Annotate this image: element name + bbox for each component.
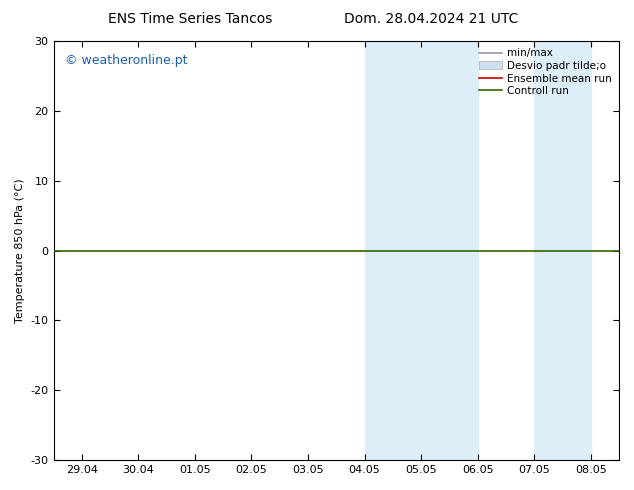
Bar [534,41,562,460]
Y-axis label: Temperature 850 hPa (°C): Temperature 850 hPa (°C) [15,178,25,323]
Legend: min/max, Desvio padr tilde;o, Ensemble mean run, Controll run: min/max, Desvio padr tilde;o, Ensemble m… [477,46,614,98]
Text: ENS Time Series Tancos: ENS Time Series Tancos [108,12,273,26]
Bar [562,41,591,460]
Bar [365,41,421,460]
Text: © weatheronline.pt: © weatheronline.pt [65,53,188,67]
Text: Dom. 28.04.2024 21 UTC: Dom. 28.04.2024 21 UTC [344,12,519,26]
Bar [421,41,477,460]
